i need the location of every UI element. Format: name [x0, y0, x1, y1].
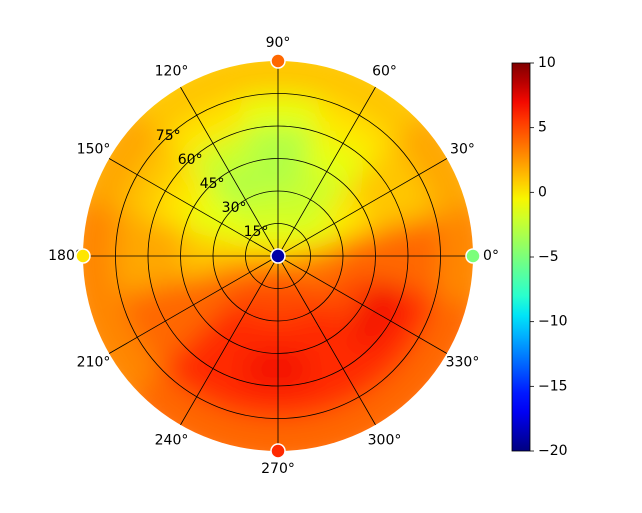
colorbar-tick-label: 5: [538, 120, 547, 136]
point: [75, 248, 91, 264]
angular-tick-label: 240°: [155, 432, 189, 448]
angular-grid-line: [277, 255, 376, 426]
overlay: 0° 30° 60° 90° 120° 150° 180° 210° 240° 270° 300° 3…: [48, 35, 567, 477]
radial-tick-label: 45°: [200, 176, 225, 192]
angular-grid-line: [108, 158, 279, 257]
angular-grid-line: [108, 255, 279, 354]
colorbar: [511, 62, 531, 452]
angular-tick-label: 150°: [77, 142, 111, 158]
radial-tick-label: 75°: [156, 128, 181, 144]
point: [270, 53, 286, 69]
angular-grid-line: [277, 86, 376, 257]
angular-tick-label: 330°: [446, 355, 480, 371]
angular-tick-label: 270°: [261, 461, 295, 477]
angular-tick-label: 60°: [372, 64, 397, 80]
angular-tick-label: 300°: [368, 432, 402, 448]
angular-tick-label: 180°: [48, 248, 82, 264]
angular-grid-line: [277, 255, 448, 354]
point: [270, 248, 286, 264]
angular-tick-label: 210°: [77, 355, 111, 371]
angular-tick-label: 90°: [266, 35, 291, 51]
colorbar-tick-label: −5: [538, 249, 559, 265]
angular-tick-label: 30°: [450, 142, 475, 158]
radial-tick-label: 60°: [178, 152, 203, 168]
colorbar-tick-label: 0: [538, 184, 547, 200]
angular-grid-line: [180, 86, 279, 257]
point: [465, 248, 481, 264]
angular-tick-label: 0°: [483, 248, 499, 264]
angular-grid-line: [277, 158, 448, 257]
angular-grid-line: [180, 255, 279, 426]
angular-tick-label: 120°: [155, 64, 189, 80]
colorbar-tick-label: −20: [538, 443, 568, 459]
point: [270, 443, 286, 459]
polar-grid: [83, 61, 473, 451]
colorbar-tick-label: −10: [538, 314, 568, 330]
colorbar-tick-label: 10: [538, 55, 556, 71]
radial-tick-label: 15°: [244, 224, 269, 240]
colorbar-tick-label: −15: [538, 378, 568, 394]
radial-tick-label: 30°: [222, 200, 247, 216]
